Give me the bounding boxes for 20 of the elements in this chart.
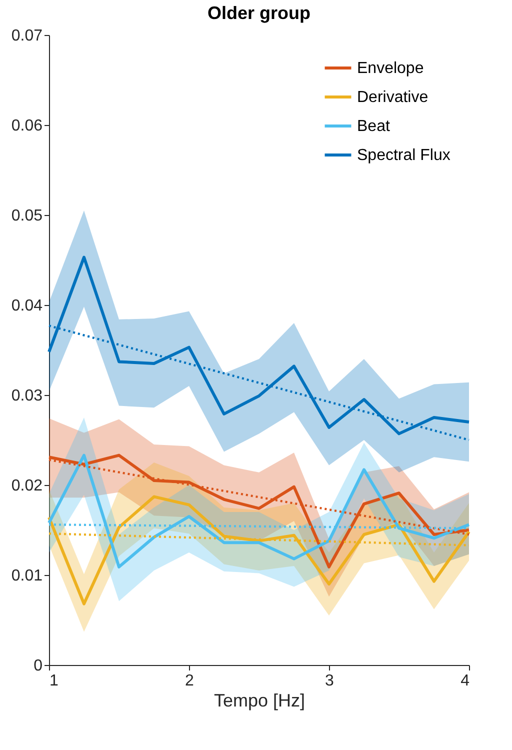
y-tick-label: 0.04 [11,298,43,314]
x-tick-label: 3 [325,672,334,690]
legend-label: Spectral Flux [357,147,450,164]
y-tick-label: 0.01 [11,568,43,584]
legend-label: Derivative [357,89,428,106]
y-tick-label: 0.05 [11,208,43,224]
y-tick-label: 0.03 [11,388,43,404]
x-axis-title: Tempo [Hz] [214,690,306,710]
x-tick-label: 1 [50,672,58,690]
legend-label: Beat [357,118,390,135]
y-tick-label: 0.06 [11,118,43,134]
y-tick-label: 0.02 [11,478,43,494]
y-tick-label: 0 [34,658,43,674]
line-series [48,454,470,568]
x-tick-label: 4 [460,672,470,690]
legend-label: Envelope [357,60,424,77]
chart-title: Older group [208,3,311,23]
x-tick-label: 2 [185,672,194,690]
line-series [48,495,470,606]
y-tick-label: 0.07 [11,28,43,44]
